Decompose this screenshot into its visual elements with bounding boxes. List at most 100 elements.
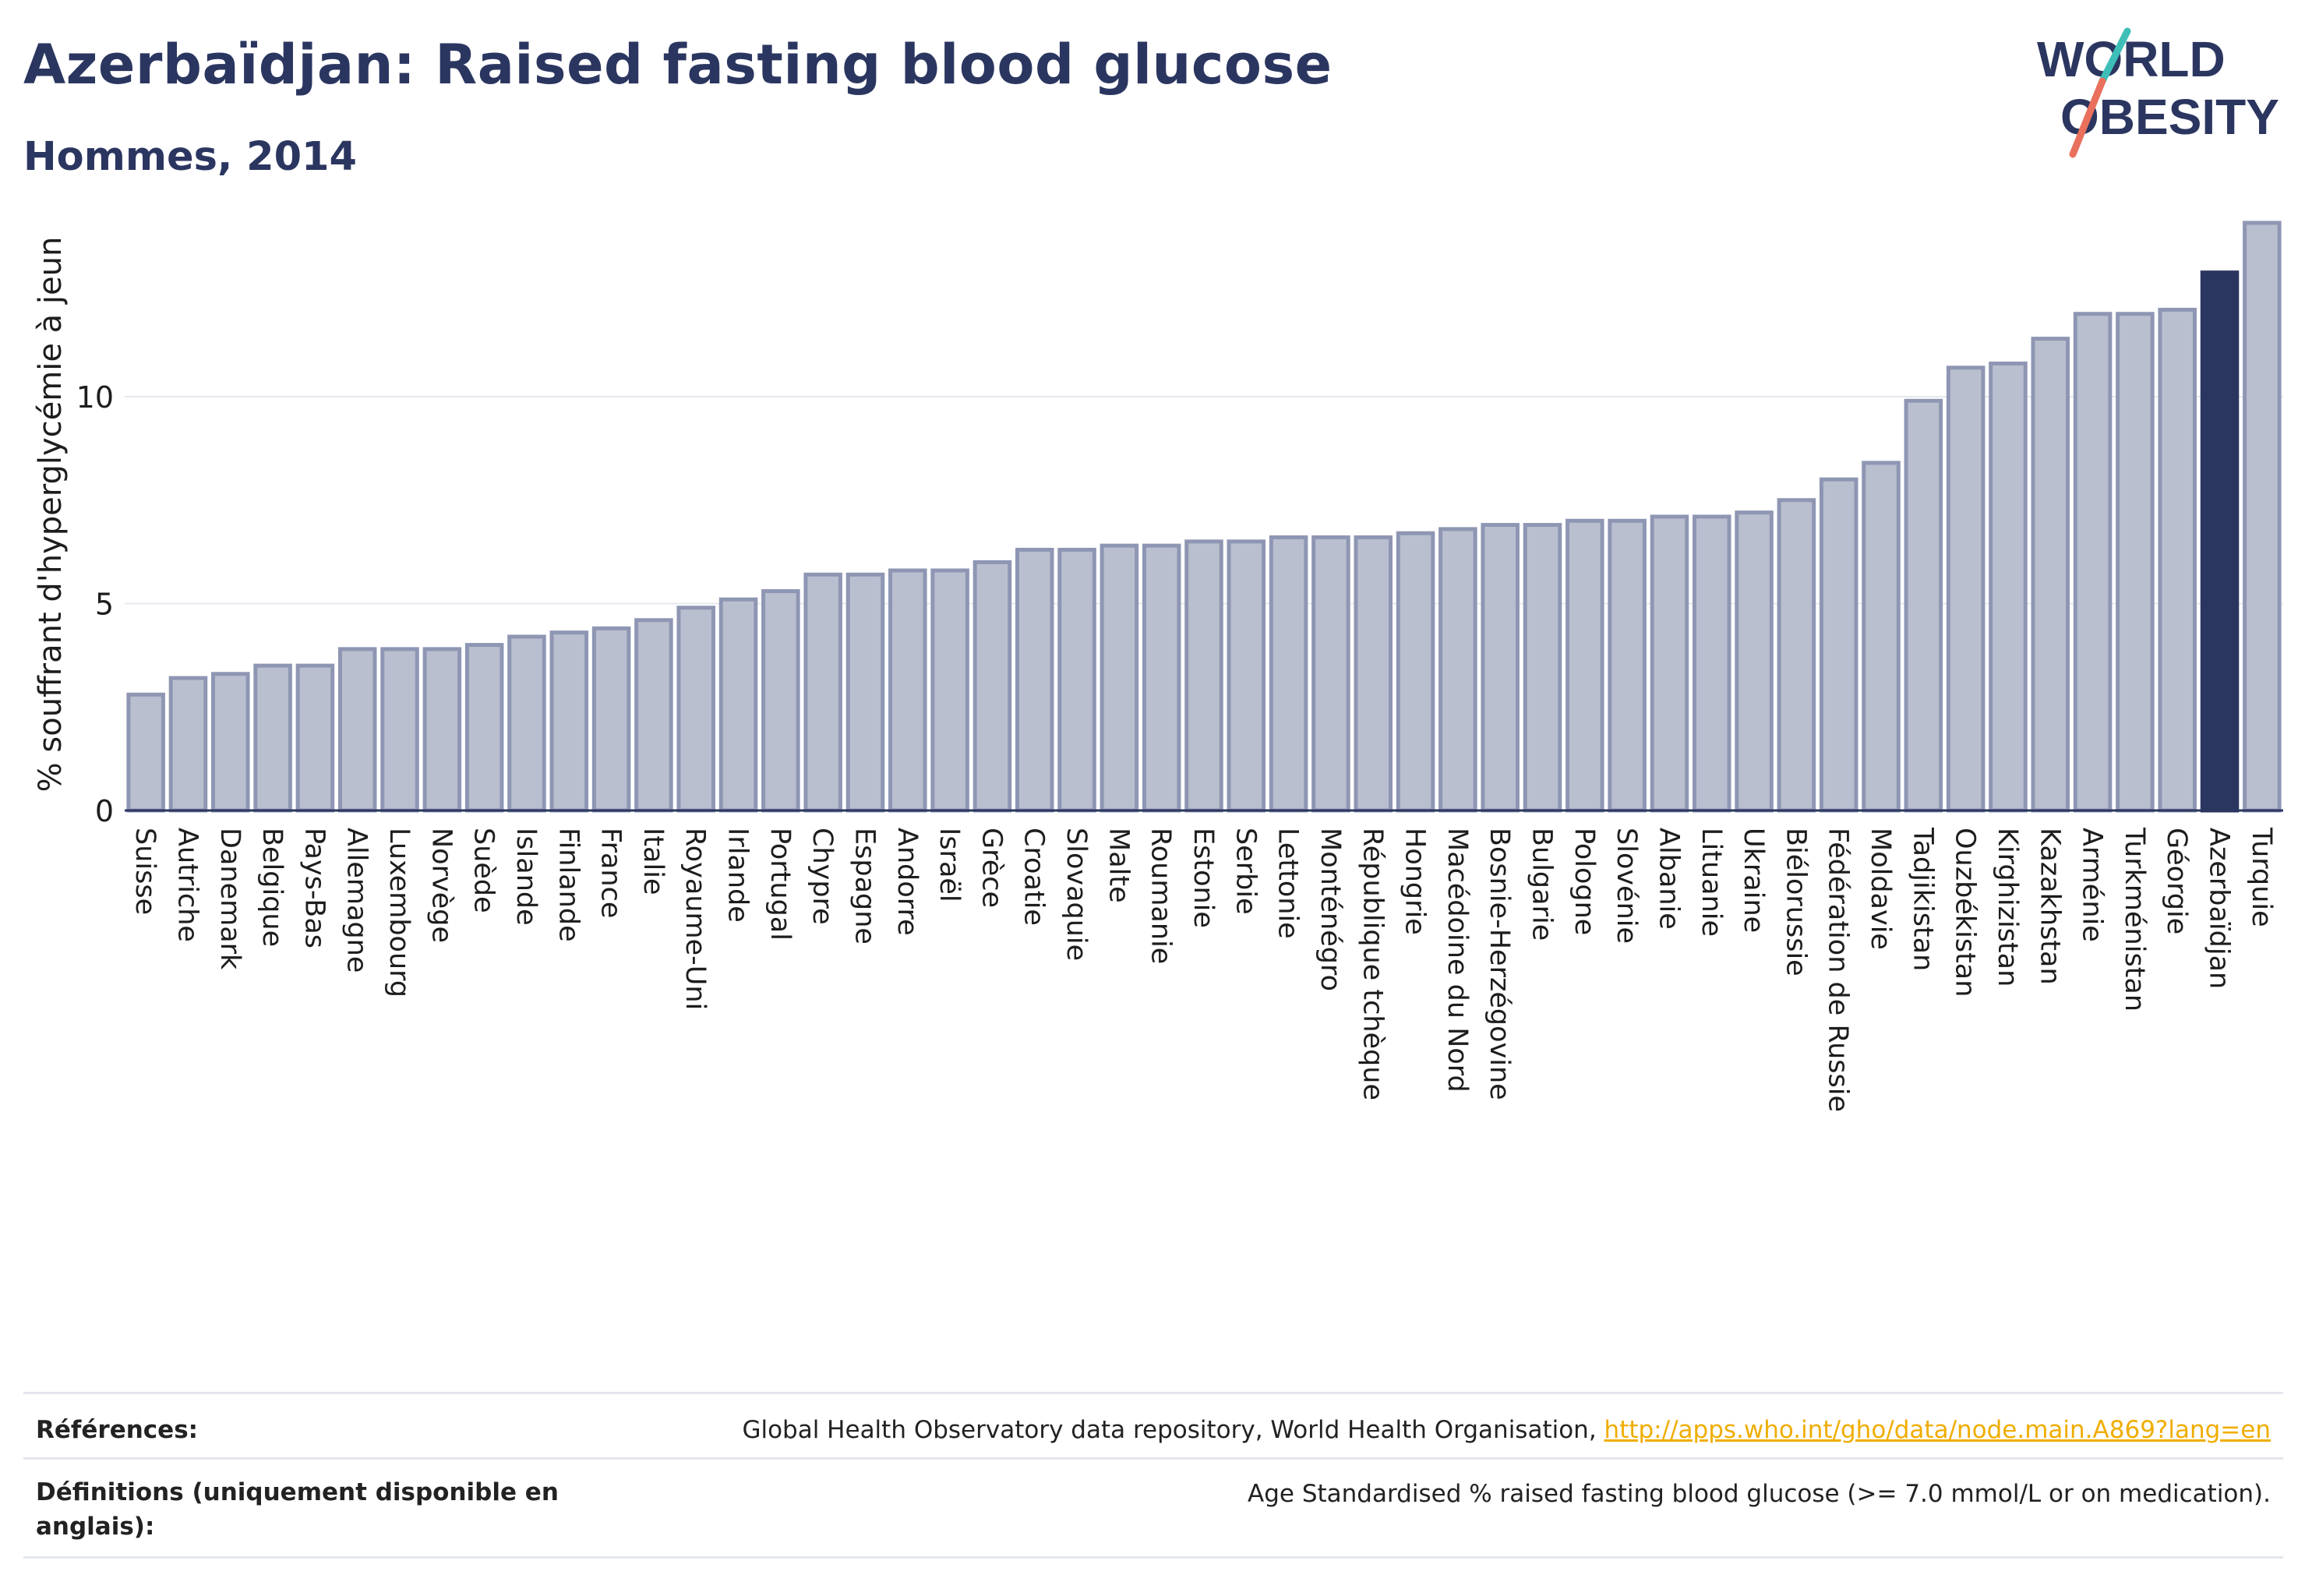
x-tick-label: Arménie (2077, 828, 2108, 942)
bar-suisse (126, 692, 165, 813)
x-tick-label: Estonie (1188, 828, 1219, 928)
bar-portugal (761, 589, 800, 813)
x-tick-label: République tchèque (1357, 828, 1388, 1100)
x-tick-label: Macédoine du Nord (1442, 828, 1473, 1093)
bar-croatie (1015, 547, 1054, 813)
bar-azerbaïdjan (2200, 270, 2240, 813)
bar-autriche (168, 676, 208, 813)
bar-lettonie (1269, 535, 1308, 813)
references-text: Global Health Observatory data repositor… (742, 1416, 1604, 1444)
page-subtitle: Hommes, 2014 (23, 134, 358, 180)
bar-bosnie-herzégovine (1481, 523, 1520, 813)
x-tick-label: Bosnie-Herzégovine (1484, 828, 1515, 1100)
bar-ouzbékistan (1946, 365, 1986, 813)
bar-belgique (253, 663, 292, 813)
references-value: Global Health Observatory data repositor… (742, 1416, 2271, 1444)
x-tick-label: Serbie (1230, 828, 1261, 915)
x-tick-label: Allemagne (341, 828, 372, 973)
bar-lituanie (1692, 514, 1731, 813)
bar-italie (634, 618, 673, 813)
x-tick-label: Slovaquie (1061, 828, 1092, 961)
world-obesity-logo: WORLD OBESITY (2037, 27, 2279, 158)
x-tick-label: Chypre (807, 828, 838, 925)
bar-malte (1100, 543, 1139, 813)
bar-luxembourg (380, 647, 419, 813)
x-tick-label: Kirghizistan (1992, 828, 2023, 987)
x-tick-label: Slovénie (1611, 828, 1642, 944)
x-tick-label: Azerbaïdjan (2204, 828, 2235, 989)
x-tick-label: Royaume-Uni (679, 828, 711, 1010)
x-tick-label: Hongrie (1400, 828, 1431, 935)
x-tick-label: Irlande (722, 828, 754, 923)
x-tick-label: Malte (1103, 828, 1134, 903)
y-tick-label: 0 (95, 794, 114, 828)
bar-islande (507, 634, 546, 813)
bar-géorgie (2158, 307, 2197, 813)
x-tick-label: Espagne (849, 828, 880, 945)
bar-république-tchèque (1354, 535, 1393, 813)
x-tick-label: Turkménistan (2119, 827, 2150, 1012)
x-tick-label: Israël (934, 828, 965, 902)
x-tick-label: Finlande (552, 828, 584, 942)
bar-andorre (888, 568, 927, 813)
x-tick-label: Roumanie (1145, 828, 1177, 964)
x-tick-label: Islande (510, 828, 542, 926)
x-tick-label: Bulgarie (1527, 828, 1558, 941)
bar-fédération-de-russie (1819, 477, 1858, 813)
x-tick-label: Monténégro (1315, 828, 1346, 991)
definitions-label-line2: anglais): (36, 1513, 155, 1541)
x-tick-label: Luxembourg (383, 828, 415, 998)
definitions-label: Définitions (uniquement disponible en an… (36, 1475, 559, 1544)
x-tick-label: Portugal (764, 828, 796, 941)
bar-serbie (1227, 539, 1266, 813)
x-tick-label: France (595, 828, 627, 918)
y-tick-label: 5 (95, 587, 114, 621)
bar-chart: 0 5 10 Suisse Autriche Danemark Belgique Pays-B… (33, 221, 2283, 1112)
x-tick-label: Albanie (1653, 828, 1684, 930)
bar-roumanie (1142, 543, 1181, 813)
x-tick-label: Ouzbékistan (1950, 828, 1981, 997)
x-tick-label: Lituanie (1696, 828, 1727, 937)
y-tick-label: 10 (76, 380, 114, 415)
bar-hongrie (1396, 531, 1435, 813)
x-tick-label: Géorgie (2161, 828, 2192, 934)
bar-allemagne (337, 647, 377, 813)
bar-arménie (2073, 312, 2113, 813)
references-row: Références: Global Health Observatory da… (23, 1392, 2283, 1457)
x-tick-label: Turquie (2246, 827, 2277, 927)
bar-bulgarie (1523, 523, 1562, 813)
x-tick-label: Biélorussie (1780, 828, 1811, 976)
y-axis-label: % souffrant d'hyperglycémie à jeun (33, 237, 69, 793)
references-label: Références: (36, 1416, 199, 1444)
x-tick-label: Pologne (1569, 828, 1600, 935)
bar-moldavie (1862, 461, 1901, 813)
x-tick-label: Andorre (891, 828, 923, 936)
bar-pologne (1565, 518, 1604, 813)
logo-slash-teal (2099, 27, 2131, 85)
definitions-value: Age Standardised % raised fasting blood … (1248, 1480, 2271, 1508)
bar-danemark (211, 672, 250, 813)
bar-estonie (1184, 539, 1223, 813)
bar-pays-bas (295, 663, 335, 813)
bar-ukraine (1735, 510, 1774, 813)
x-tick-label: Suisse (129, 828, 161, 915)
bar-tadjikistan (1904, 398, 1943, 813)
x-tick-label: Autriche (171, 828, 203, 942)
x-tick-label: Kazakhstan (2034, 828, 2065, 985)
bar-macédoine-du-nord (1438, 527, 1477, 813)
bar-turkménistan (2116, 312, 2155, 813)
bar-finlande (549, 630, 589, 813)
bar-royaume-uni (676, 606, 716, 813)
page-title: Azerbaïdjan: Raised fasting blood glucos… (23, 33, 1333, 97)
bar-grèce (972, 560, 1012, 813)
x-tick-label: Croatie (1018, 828, 1050, 926)
x-tick-label: Ukraine (1738, 828, 1769, 933)
x-tick-label: Fédération de Russie (1823, 828, 1854, 1112)
bar-biélorussie (1777, 498, 1816, 813)
bar-chypre (803, 572, 842, 813)
references-link[interactable]: http://apps.who.int/gho/data/node.main.A… (1604, 1416, 2271, 1444)
x-tick-label: Tadjikistan (1907, 827, 1938, 971)
x-tick-label: Danemark (214, 828, 245, 970)
definitions-row: Définitions (uniquement disponible en an… (23, 1457, 2283, 1559)
bar-monténégro (1311, 535, 1350, 813)
